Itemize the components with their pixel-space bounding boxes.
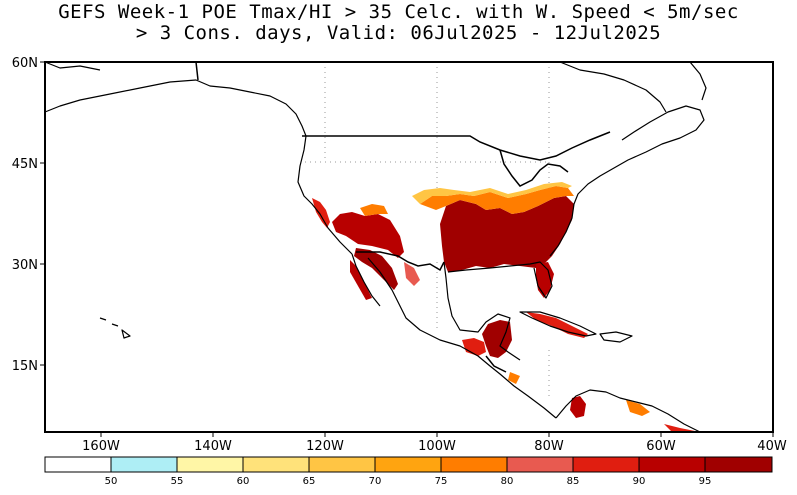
lat-label-15n: 15N (12, 359, 38, 374)
colorbar-box-5 (374, 456, 442, 473)
shading-southwest-edge (360, 204, 388, 216)
coast-hispaniola (599, 331, 633, 343)
border-great-lakes (499, 149, 569, 187)
shading-yucatan-west (462, 338, 486, 356)
colorbar-box-7 (506, 456, 574, 473)
lat-label-45n: 45N (12, 157, 38, 172)
shading-cuba (526, 312, 588, 338)
colorbar-label-75: 75 (435, 476, 448, 487)
lon-axis: 160W 140W 120W 100W 80W 60W 40W (82, 432, 787, 454)
colorbar-label-80: 80 (501, 476, 514, 487)
border-us-mexico (356, 251, 445, 272)
shading-nw-mexico (354, 248, 398, 290)
lon-label-140w: 140W (194, 439, 232, 454)
border-alaska (195, 61, 199, 81)
coast-cuba (519, 311, 597, 337)
coast-hudson-bay (559, 61, 667, 113)
colorbar-box-1 (110, 456, 178, 473)
lon-label-100w: 100W (418, 439, 456, 454)
lon-label-40w: 40W (757, 439, 787, 454)
colorbar-box-6 (440, 456, 508, 473)
colorbar-box-2 (176, 456, 244, 473)
shading-baja (350, 260, 372, 300)
coast-alaska-north (44, 61, 101, 71)
colorbar-label-60: 60 (237, 476, 250, 487)
coast-south-america (555, 389, 701, 433)
map-title: GEFS Week-1 POE Tmax/HI > 35 Celc. with … (0, 2, 797, 44)
shading-northern-edge (420, 186, 574, 214)
shading-southwest (332, 212, 404, 258)
shading-venezuela (626, 400, 650, 416)
border-central-america (485, 355, 507, 373)
shading-yucatan (482, 320, 512, 358)
coast-alaska-south (44, 79, 307, 137)
colorbar-box-9 (638, 456, 706, 473)
colorbar-label-50: 50 (105, 476, 118, 487)
lat-label-60n: 60N (12, 56, 38, 71)
title-line-1: GEFS Week-1 POE Tmax/HI > 35 Celc. with … (58, 1, 739, 23)
colorbar-box-3 (242, 456, 310, 473)
shading-northern-fringe (412, 182, 572, 204)
shading-guyana (664, 424, 700, 432)
colorbar-box-8 (572, 456, 640, 473)
coast-baja-west (351, 253, 381, 307)
shading-colombia (570, 396, 586, 418)
lon-label-60w: 60W (646, 439, 676, 454)
lon-label-120w: 120W (306, 439, 344, 454)
colorbar-label-65: 65 (303, 476, 316, 487)
political-borders (195, 61, 611, 373)
coast-gulf-mexico (443, 261, 521, 361)
colorbar-box-4 (308, 456, 376, 473)
colorbar-label-70: 70 (369, 476, 382, 487)
colorbar-label-55: 55 (171, 476, 184, 487)
shading-california (312, 198, 330, 228)
map-frame-bg (45, 62, 773, 432)
coastlines (44, 61, 707, 433)
shading-central-us (440, 196, 574, 272)
title-line-2: > 3 Cons. days, Valid: 06Jul2025 - 12Jul… (135, 22, 662, 44)
lon-label-80w: 80W (534, 439, 564, 454)
shading-mexico-pacific (508, 372, 520, 384)
coast-pacific-nw (297, 135, 353, 255)
coast-us-gulf (447, 261, 553, 299)
lon-label-160w: 160W (82, 439, 120, 454)
lat-axis: 60N 45N 30N 15N (12, 56, 45, 374)
colorbar-label-85: 85 (567, 476, 580, 487)
colorbar-box-10 (704, 456, 773, 473)
grid-lines (305, 62, 550, 400)
coast-us-east (549, 105, 705, 257)
border-us-canada (302, 131, 611, 161)
map-frame (44, 61, 774, 433)
coast-hawaii (99, 317, 131, 339)
lat-label-30n: 30N (12, 258, 38, 273)
coast-labrador (689, 61, 707, 101)
shading-north-mexico (404, 262, 420, 286)
coast-gulf-california (367, 257, 557, 419)
colorbar: 50 55 60 65 70 75 80 85 90 95 (44, 456, 773, 487)
colorbar-box-0 (44, 456, 112, 473)
colorbar-label-95: 95 (699, 476, 712, 487)
colorbar-label-90: 90 (633, 476, 646, 487)
